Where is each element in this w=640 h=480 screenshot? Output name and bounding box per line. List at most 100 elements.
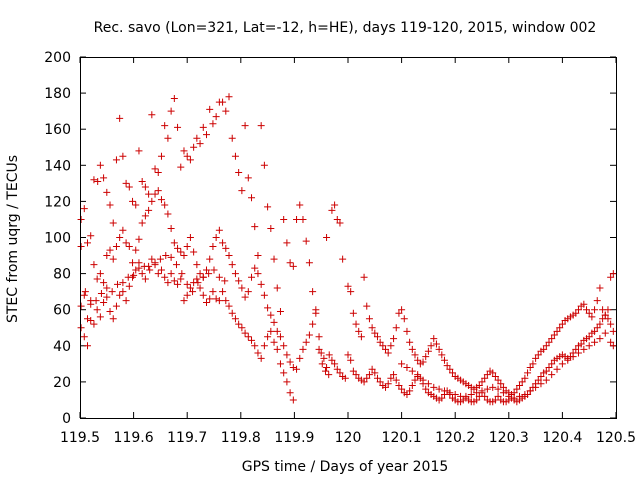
data-point xyxy=(596,320,604,328)
data-point xyxy=(432,340,440,348)
data-point xyxy=(435,385,443,393)
y-tick-label: 0 xyxy=(62,411,71,427)
data-point xyxy=(231,152,239,160)
data-point xyxy=(267,327,275,335)
data-point xyxy=(219,239,227,247)
data-point xyxy=(336,219,344,227)
data-point xyxy=(138,270,146,278)
data-point xyxy=(585,333,593,341)
data-point xyxy=(400,315,408,323)
data-point xyxy=(473,396,481,404)
data-point xyxy=(521,391,529,399)
data-point xyxy=(235,277,243,285)
y-tick-label: 200 xyxy=(44,50,71,66)
data-point xyxy=(368,324,376,332)
data-point xyxy=(406,338,414,346)
data-point xyxy=(167,107,175,115)
data-point xyxy=(109,315,117,323)
data-point xyxy=(273,327,281,335)
data-point xyxy=(119,279,127,287)
data-point xyxy=(510,394,518,402)
data-point xyxy=(221,277,229,285)
data-point xyxy=(228,261,236,269)
data-point xyxy=(585,342,593,350)
data-point xyxy=(80,291,88,299)
data-point xyxy=(390,335,398,343)
data-point xyxy=(244,333,252,341)
data-point xyxy=(157,152,165,160)
data-point xyxy=(154,169,162,177)
data-point xyxy=(574,306,582,314)
data-point xyxy=(180,252,188,260)
data-point xyxy=(537,380,545,388)
data-point xyxy=(497,380,505,388)
data-point xyxy=(305,331,313,339)
data-point xyxy=(225,302,233,310)
data-point xyxy=(494,376,502,384)
data-point xyxy=(283,378,291,386)
data-point xyxy=(446,389,454,397)
data-point xyxy=(462,392,470,400)
data-point xyxy=(103,293,111,301)
y-axis-label: STEC from uqrg / TECUs xyxy=(5,155,21,323)
data-point xyxy=(344,282,352,290)
data-point xyxy=(328,206,336,214)
data-point xyxy=(206,105,214,113)
data-point xyxy=(190,143,198,151)
data-point xyxy=(577,340,585,348)
data-point xyxy=(151,165,159,173)
data-point xyxy=(339,255,347,263)
data-point xyxy=(537,372,545,380)
data-point xyxy=(177,248,185,256)
data-point xyxy=(365,315,373,323)
data-point xyxy=(283,351,291,359)
data-point xyxy=(395,382,403,390)
data-point xyxy=(580,345,588,353)
data-point xyxy=(585,309,593,317)
data-point xyxy=(599,306,607,314)
data-point xyxy=(189,288,197,296)
data-point xyxy=(138,178,146,186)
data-point xyxy=(141,212,149,220)
data-point xyxy=(384,349,392,357)
data-point xyxy=(518,378,526,386)
data-point xyxy=(202,298,210,306)
data-point xyxy=(172,261,180,269)
data-point xyxy=(122,179,130,187)
data-point xyxy=(276,308,284,316)
data-point xyxy=(333,215,341,223)
data-point xyxy=(312,306,320,314)
data-point xyxy=(521,374,529,382)
plot-frame xyxy=(80,57,617,419)
series-4 xyxy=(317,270,617,406)
data-point xyxy=(257,354,265,362)
data-point xyxy=(145,206,153,214)
data-point xyxy=(601,329,609,337)
data-point xyxy=(116,234,124,241)
data-point xyxy=(481,374,489,382)
data-point xyxy=(97,289,105,297)
data-point xyxy=(296,354,304,362)
data-point xyxy=(84,315,92,323)
data-point xyxy=(186,284,194,292)
data-point xyxy=(109,255,117,263)
data-point xyxy=(154,270,162,278)
data-point xyxy=(106,246,114,254)
data-point xyxy=(267,224,275,232)
data-point xyxy=(283,239,291,247)
data-point xyxy=(119,288,127,296)
data-point xyxy=(138,219,146,227)
data-point xyxy=(422,385,430,393)
x-tick-label: 120.4 xyxy=(542,430,582,446)
data-point xyxy=(174,244,182,252)
y-tick-label: 180 xyxy=(44,86,71,102)
data-point xyxy=(135,235,143,243)
data-point xyxy=(609,270,617,278)
data-point xyxy=(140,262,148,270)
data-point xyxy=(157,196,165,204)
data-point xyxy=(363,302,371,310)
data-point xyxy=(235,320,243,328)
chart-title: Rec. savo (Lon=321, Lat=-12, h=HE), days… xyxy=(94,20,597,36)
data-point xyxy=(373,374,381,382)
